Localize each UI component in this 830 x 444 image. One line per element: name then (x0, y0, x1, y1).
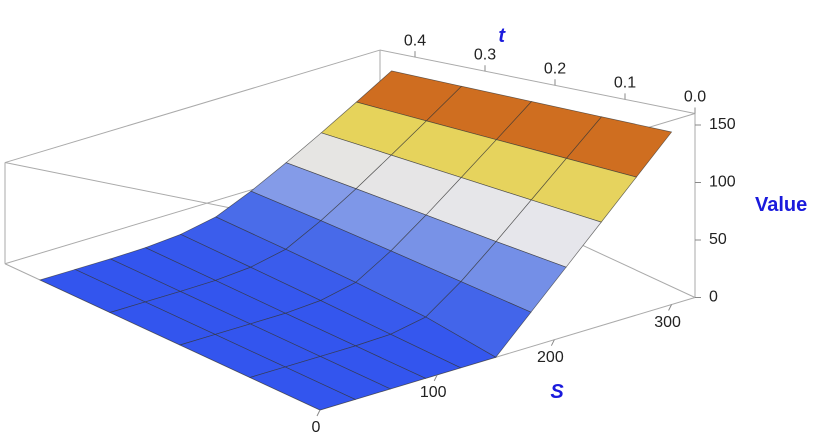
z-tick-label: 150 (709, 116, 736, 133)
surface-patch (249, 366, 357, 411)
labels: 0 100 200 300 0.0 0.1 0.2 0.3 0.4 0 50 100 150 St Valu… (312, 25, 808, 436)
z-axis-label: Value (755, 194, 807, 216)
x-axis-label: S (550, 381, 564, 403)
z-tick-label: 0 (709, 289, 718, 306)
y-axis-label: t (498, 25, 506, 47)
y-tick-label: 0.0 (684, 89, 706, 106)
x-tick-label: 200 (537, 349, 564, 366)
z-tick-label: 50 (709, 231, 727, 248)
x-tick (316, 409, 321, 417)
y-tick-label: 0.3 (474, 46, 496, 63)
y-tick-label: 0.2 (544, 61, 566, 78)
x-tick-label: 0 (312, 419, 321, 436)
box-edge (4, 49, 381, 164)
x-tick (550, 339, 555, 346)
box-edge (379, 49, 696, 114)
x-tick (433, 374, 438, 382)
z-tick-label: 100 (709, 174, 736, 191)
y-tick-label: 0.1 (614, 75, 636, 92)
x-tick-label: 300 (654, 314, 681, 331)
y-tick-label: 0.4 (404, 32, 426, 49)
surface (39, 70, 673, 411)
x-tick-label: 100 (420, 384, 447, 401)
x-tick (668, 304, 673, 311)
